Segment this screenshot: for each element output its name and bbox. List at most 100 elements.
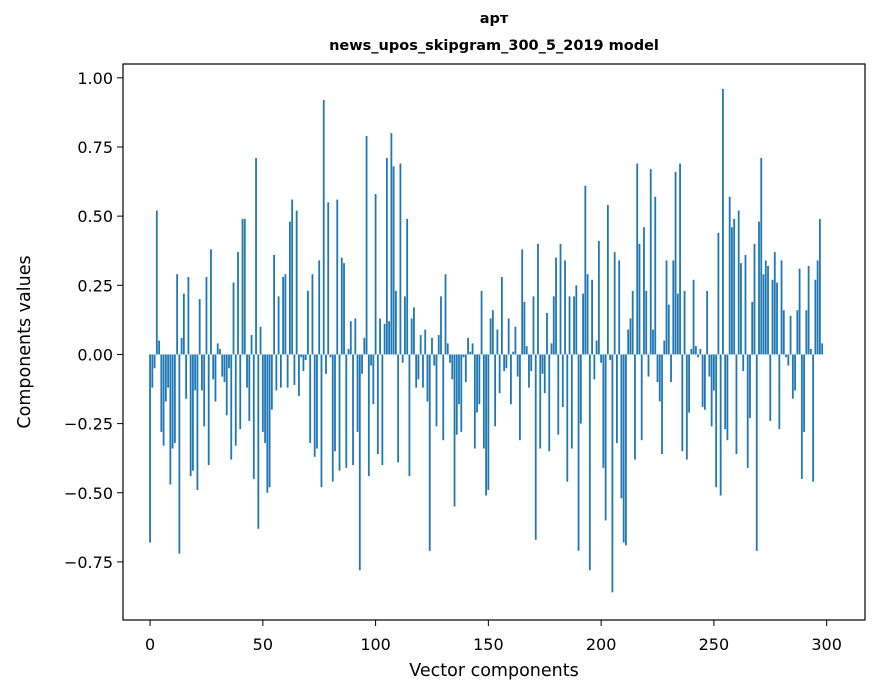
bar bbox=[162, 354, 165, 446]
bar bbox=[309, 354, 312, 443]
bar bbox=[354, 318, 357, 355]
bar bbox=[313, 354, 316, 457]
bar bbox=[728, 196, 731, 355]
bar bbox=[167, 354, 169, 388]
bar bbox=[164, 354, 167, 402]
bar bbox=[394, 290, 397, 355]
bar bbox=[798, 268, 801, 355]
bar bbox=[694, 346, 697, 355]
x-tick-label: 200 bbox=[586, 635, 617, 654]
bar bbox=[690, 348, 693, 355]
bar bbox=[674, 171, 677, 355]
bar bbox=[586, 274, 589, 355]
bar bbox=[776, 282, 778, 355]
bar bbox=[579, 354, 582, 424]
bar bbox=[672, 260, 675, 355]
bar bbox=[194, 354, 197, 391]
x-tick-label: 300 bbox=[811, 635, 842, 654]
x-axis-ticks: 0 50 100 150 200 250 300 bbox=[145, 620, 842, 654]
bar bbox=[356, 354, 359, 432]
bar bbox=[230, 354, 233, 460]
bar bbox=[207, 354, 210, 466]
bar bbox=[440, 296, 442, 355]
bar bbox=[670, 354, 672, 383]
bar bbox=[444, 274, 447, 355]
bar bbox=[304, 354, 307, 360]
bar bbox=[539, 354, 542, 449]
bar bbox=[379, 318, 381, 355]
bar bbox=[706, 290, 709, 355]
bar bbox=[760, 158, 763, 355]
bar bbox=[566, 354, 569, 482]
bar bbox=[410, 318, 413, 355]
bar bbox=[510, 354, 512, 405]
bar bbox=[762, 274, 765, 355]
bar bbox=[505, 354, 508, 369]
bar bbox=[302, 354, 305, 372]
bar bbox=[248, 354, 251, 421]
bar bbox=[311, 274, 314, 355]
bar bbox=[155, 210, 158, 355]
bar bbox=[636, 163, 639, 355]
bar bbox=[503, 354, 506, 372]
bar bbox=[609, 354, 612, 360]
bar bbox=[703, 354, 706, 410]
bar bbox=[559, 243, 562, 355]
bar bbox=[821, 343, 824, 355]
bar bbox=[548, 354, 551, 452]
bar bbox=[205, 277, 208, 355]
bar bbox=[406, 218, 409, 355]
bar bbox=[216, 343, 219, 355]
bar bbox=[676, 293, 679, 355]
bar bbox=[228, 354, 230, 369]
bar bbox=[523, 301, 526, 355]
bar bbox=[785, 354, 787, 358]
bar bbox=[383, 324, 386, 355]
x-tick-label: 100 bbox=[360, 635, 391, 654]
bar bbox=[232, 282, 235, 355]
bars bbox=[149, 88, 824, 593]
bar bbox=[665, 260, 668, 355]
bar bbox=[318, 260, 321, 355]
bar bbox=[433, 354, 436, 366]
bar bbox=[286, 354, 289, 388]
bar bbox=[620, 354, 623, 499]
bar bbox=[182, 293, 185, 355]
bar bbox=[724, 354, 727, 430]
bar bbox=[528, 354, 530, 388]
bar bbox=[697, 354, 699, 358]
y-axis-label: Components values bbox=[15, 255, 35, 428]
bar bbox=[173, 354, 176, 443]
bar bbox=[241, 218, 244, 355]
bar bbox=[532, 296, 535, 355]
bar bbox=[469, 351, 472, 355]
bar bbox=[367, 354, 370, 477]
bar bbox=[816, 260, 819, 355]
bar bbox=[455, 354, 458, 435]
bar bbox=[415, 354, 418, 388]
bar bbox=[742, 354, 745, 372]
chart-title: арт bbox=[480, 11, 509, 27]
bar bbox=[151, 354, 154, 388]
bar bbox=[234, 354, 237, 446]
bar bbox=[575, 285, 578, 355]
bar bbox=[340, 257, 343, 355]
bar bbox=[726, 354, 729, 441]
bar bbox=[291, 199, 294, 355]
bar bbox=[616, 354, 618, 443]
bar bbox=[800, 354, 803, 479]
bar bbox=[647, 354, 650, 377]
bar bbox=[243, 218, 246, 355]
bar bbox=[712, 354, 715, 391]
y-tick-label: 0.25 bbox=[77, 276, 113, 295]
bar bbox=[794, 354, 796, 391]
bar bbox=[514, 326, 517, 355]
bar bbox=[178, 354, 181, 554]
bar bbox=[679, 163, 681, 355]
bar bbox=[180, 337, 183, 355]
bar bbox=[593, 354, 596, 380]
bar bbox=[408, 354, 411, 477]
bar bbox=[722, 88, 724, 355]
bar bbox=[710, 354, 713, 427]
bar bbox=[169, 354, 172, 485]
